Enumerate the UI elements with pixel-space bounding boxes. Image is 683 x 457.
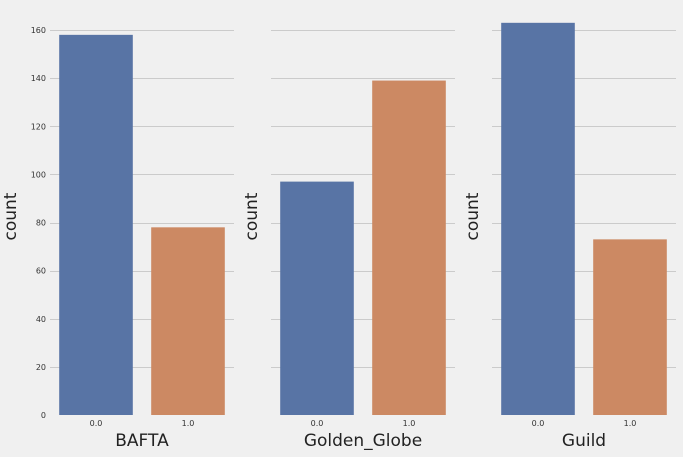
x-axis-label: BAFTA — [115, 431, 169, 451]
y-tick-label: 60 — [36, 267, 46, 276]
x-axis-label: Golden_Globe — [304, 431, 422, 451]
x-tick-label: 0.0 — [311, 419, 324, 428]
chart-panel-bafta: 0 20 40 60 80 100 120 140 160 0.0 1.0 BAFTA count — [1, 26, 234, 451]
x-tick-label: 0.0 — [532, 419, 545, 428]
y-tick-label: 120 — [31, 122, 46, 131]
bar — [501, 22, 575, 415]
y-tick-label: 160 — [31, 26, 46, 35]
bar — [59, 34, 133, 416]
bar — [151, 227, 225, 415]
x-tick-label: 1.0 — [403, 419, 416, 428]
y-tick-label: 40 — [36, 315, 46, 324]
y-axis-label: count — [1, 192, 21, 240]
bar — [372, 80, 446, 415]
x-tick-label: 0.0 — [90, 419, 103, 428]
x-axis-label: Guild — [562, 431, 606, 451]
y-axis-label: count — [463, 192, 483, 240]
y-tick-label: 80 — [36, 219, 46, 228]
y-tick-label: 0 — [41, 411, 46, 420]
x-tick-label: 1.0 — [182, 419, 195, 428]
x-tick-label: 1.0 — [624, 419, 637, 428]
chart-panel-golden-globe: 0.0 1.0 Golden_Globe count — [242, 30, 455, 451]
y-tick-label: 100 — [31, 170, 46, 179]
y-tick-label: 140 — [31, 74, 46, 83]
y-axis-label: count — [242, 192, 262, 240]
bar — [280, 181, 354, 415]
chart-panel-guild: 0.0 1.0 Guild count — [463, 22, 676, 451]
y-tick-label: 20 — [36, 363, 46, 372]
bar — [593, 239, 667, 415]
